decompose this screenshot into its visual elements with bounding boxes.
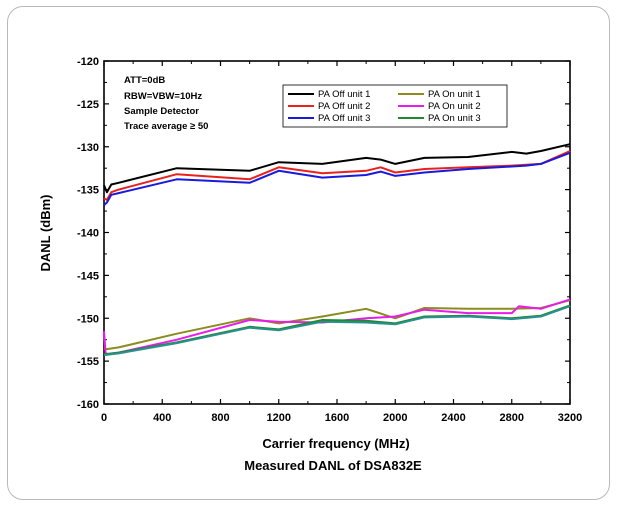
y-tick-label: -145 [77,270,99,282]
series-line-4 [103,298,571,356]
y-tick-label: -125 [77,99,99,111]
legend: PA Off unit 1PA Off unit 2PA Off unit 3 P… [282,84,508,128]
legend-entry-2: PA Off unit 3 [318,113,370,124]
legend-entry-4: PA On unit 2 [428,101,481,112]
annotation-block: ATT=0dB RBW=VBW=10Hz Sample Detector Tra… [124,75,208,132]
x-axis-label: Carrier frequency (MHz) [262,436,409,451]
series-line-6 [103,305,571,357]
annotation-2: Sample Detector [124,106,199,117]
annotation-3: Trace average ≥ 50 [124,121,208,132]
x-tick-label: 1600 [325,412,349,424]
x-tick-label: 3200 [558,412,582,424]
x-tick-label: 800 [211,412,229,424]
axes: 0 400 800 1200 1600 2000 2400 2800 3200 -120 -125 -… [77,56,582,424]
legend-box [282,84,508,128]
x-tick-label: 2400 [441,412,465,424]
series-layer [103,143,571,357]
y-tick-label: -150 [77,313,99,325]
legend-entry-5: PA On unit 3 [428,113,481,124]
y-tick-label: -130 [77,142,99,154]
x-tick-label: 1200 [267,412,291,424]
series-line-0 [103,143,571,194]
y-axis-label: DANL (dBm) [38,194,53,271]
annotation-1: RBW=VBW=10Hz [124,91,202,102]
series-line-1 [103,150,571,201]
y-tick-label: -120 [77,56,99,68]
series-line-3 [103,299,571,351]
x-tick-label: 2800 [500,412,524,424]
x-tick-label: 0 [101,412,107,424]
y-tick-label: -140 [77,228,99,240]
series-line-2 [103,151,571,206]
x-tick-label: 400 [153,412,171,424]
y-tick-label: -160 [77,399,99,411]
y-tick-label: -135 [77,185,99,197]
legend-entry-3: PA On unit 1 [428,89,481,100]
y-tick-label: -155 [77,356,99,368]
x-tick-label: 2000 [383,412,407,424]
legend-entry-1: PA Off unit 2 [318,101,370,112]
annotation-0: ATT=0dB [124,75,165,86]
legend-entry-0: PA Off unit 1 [318,89,370,100]
figure-caption: Measured DANL of DSA832E [244,458,422,473]
